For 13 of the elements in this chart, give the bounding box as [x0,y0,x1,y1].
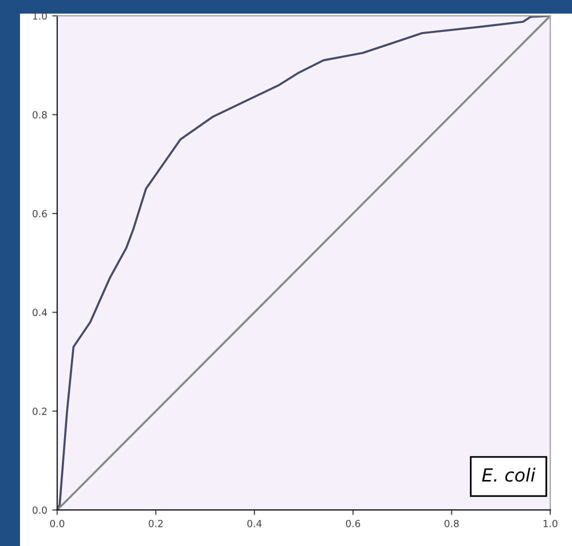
x-tick-label: 0.6 [346,520,360,528]
x-tick-label: 0.2 [148,520,163,528]
y-tick-label: 0.8 [32,111,47,118]
y-tick-label: 1.0 [33,12,47,20]
y-tick-label: 0.6 [32,210,47,218]
x-tick-label: 0.8 [444,520,459,528]
x-tick-label: 0.0 [50,520,64,528]
y-tick-label: 0.2 [32,408,47,415]
x-tick-label: 1.0 [544,520,558,528]
y-tick-label: 0.0 [32,506,47,514]
annotation: E. coli [482,468,536,482]
x-tick-label: 0.4 [247,520,262,528]
y-tick-label: 0.4 [32,308,47,316]
